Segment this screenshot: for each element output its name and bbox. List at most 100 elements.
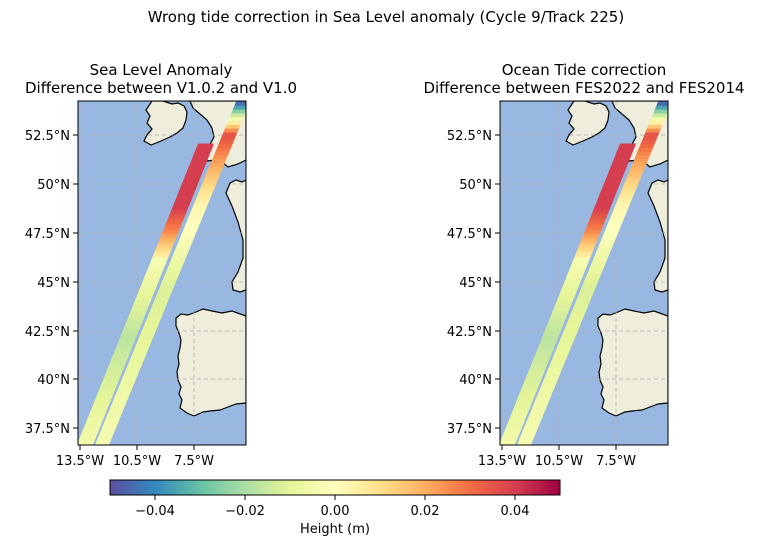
swath-segment [109,360,127,365]
swath-segment [156,292,172,297]
swath-segment [589,265,605,270]
figure-title: Wrong tide correction in Sea Level anoma… [147,8,625,26]
lat-label: 37.5°N [25,422,70,437]
swath-segment [507,421,525,425]
swath-segment [133,300,151,305]
swath-segment [617,146,635,151]
swath-segment [612,208,629,213]
sla-swath-east [95,101,246,445]
swath-segment [542,334,560,338]
swath-segment [129,356,146,362]
swath-segment [212,154,229,160]
swath-segment [593,207,611,211]
swath-segment [195,146,213,151]
colorbar-gradient [109,479,561,496]
swath-segment [124,368,141,373]
swath-segment [86,417,104,422]
swath-segment [112,398,128,404]
swath-segment [151,303,167,308]
swath-segment [656,101,668,106]
swath-segment [567,270,585,275]
swath-segment [620,189,636,194]
swath-segment [571,260,589,265]
swath-segment [101,425,117,430]
swath-segment [645,128,662,133]
swath-segment [136,294,154,298]
swath-segment [560,287,579,292]
swath-segment [527,370,545,375]
swath-segment [95,394,114,399]
swath-segment [109,406,125,411]
panel-2-title: Ocean Tide correction Difference between… [400,61,768,97]
swath-segment [79,434,98,439]
swath-segment [228,116,244,122]
swath-segment [596,246,613,251]
swath-segment [207,166,224,171]
swath-segment [144,273,162,278]
swath-segment [581,284,597,289]
swath-segment [615,200,632,205]
swath-segment [594,203,612,208]
swath-segment [604,227,621,232]
swath-segment [85,421,103,425]
swath-segment [603,180,622,185]
swath-segment [152,299,169,304]
swath-segment [181,231,197,236]
swath-segment [190,208,207,213]
swath-segment [161,230,180,235]
swath-segment [99,429,116,434]
swath-segment [131,353,147,358]
swath-segment [595,250,611,255]
swath-segment [113,350,131,355]
swath-segment [554,349,571,354]
swath-segment [225,124,241,129]
lon-label: 10.5°W [535,454,583,469]
lon-label: 10.5°W [113,454,161,469]
swath-segment [535,350,553,355]
swath-segment [592,257,608,263]
swath-segment [170,257,186,263]
swath-segment [532,357,550,362]
swath-segment [539,340,557,345]
swath-segment [145,318,161,324]
swath-segment [157,288,174,293]
swath-segment [607,170,626,175]
swath-segment [223,128,240,133]
swath-segment [102,421,119,426]
swath-segment [105,370,123,375]
swath-segment [609,215,625,221]
swath-segment [563,280,581,285]
swath-segment [601,186,619,191]
swath-segment [135,341,152,346]
swath-segment [540,337,559,342]
swath-segment [142,326,158,331]
swath-segment [500,441,517,445]
swath-segment [574,253,592,258]
swath-segment [570,311,586,316]
swath-segment [172,203,190,208]
swath-segment [648,120,665,125]
swath-segment [160,233,178,238]
swath-segment [537,391,553,396]
swath-segment [575,250,593,255]
swath-segment [559,290,577,295]
swath-segment [140,330,156,335]
swath-segment [509,414,528,419]
swath-segment [525,374,544,379]
swath-segment [538,387,555,392]
swath-segment [149,307,166,312]
swath-segment [504,427,522,432]
swath-segment [551,356,568,362]
swath-segment [546,324,564,328]
swath-segment [169,210,188,215]
swath-segment [132,304,150,308]
swath-segment [96,436,113,442]
swath-segment [568,267,587,272]
swath-segment [602,183,620,188]
swath-segment [553,353,569,358]
swath-segment [118,337,137,342]
swath-segment [132,349,149,354]
swath-segment [650,116,666,122]
swath-segment [617,196,633,202]
swath-segment [651,112,668,118]
